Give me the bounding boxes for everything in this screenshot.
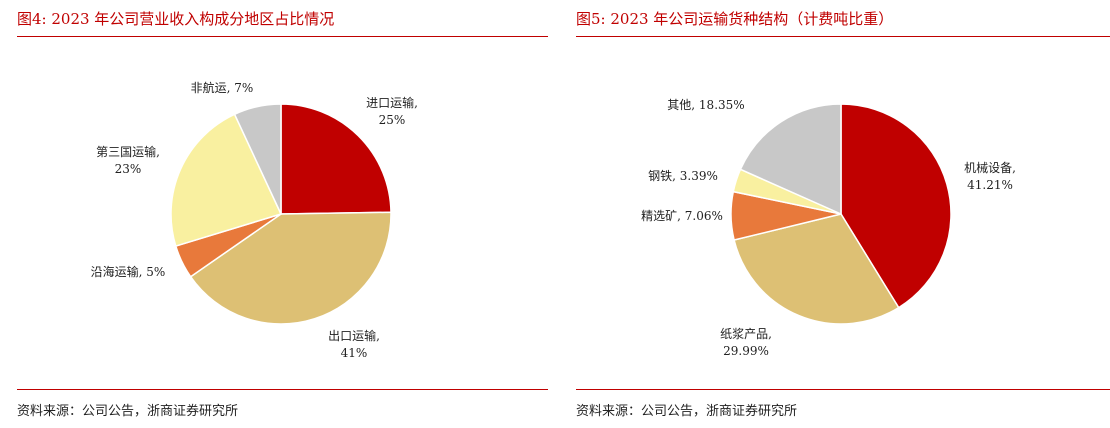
pie-slice-4-0 <box>280 103 392 215</box>
figure-5-panel: 图5: 2023 年公司运输货种结构（计费吨比重） 机械设备, 41.21% 纸浆产… <box>576 0 1110 428</box>
pie-label-4-0: 进口运输, 25% <box>366 95 418 127</box>
pie-label-5-2: 精选矿, 7.06% <box>641 209 723 223</box>
figure-5-source: 资料来源：公司公告，浙商证券研究所 <box>576 404 798 419</box>
pie-label-5-3: 钢铁, 3.39% <box>648 169 718 183</box>
pie-slice-4-1 <box>189 211 392 325</box>
figure-5-title: 图5: 2023 年公司运输货种结构（计费吨比重） <box>576 10 894 28</box>
figure-5-bottom-rule <box>576 389 1110 390</box>
figure-4-top-rule <box>17 36 548 37</box>
pie-label-4-1: 出口运输, 41% <box>328 328 380 360</box>
figure-5-top-rule <box>576 36 1110 37</box>
figure-4-pie-chart: 进口运输, 25% 出口运输, 41% 沿海运输, 5% 第三国运输, 23% 非航运, 7% <box>91 80 418 360</box>
pie-slice-4-4 <box>233 103 282 215</box>
figure-4-bottom-rule <box>17 389 548 390</box>
figure-4-panel: 图4: 2023 年公司营业收入构成分地区占比情况 进口运输, 25% 出口运输, 4… <box>0 0 548 428</box>
pie-label-4-4: 非航运, 7% <box>191 80 254 95</box>
pie-slice-5-1 <box>733 213 900 325</box>
pie-slice-4-3 <box>170 113 283 247</box>
figure-5-pie-chart: 机械设备, 41.21% 纸浆产品, 29.99% 精选矿, 7.06% 钢铁, 3.39… <box>641 98 1016 358</box>
pie-label-5-4: 其他, 18.35% <box>667 98 744 112</box>
pie-label-5-1: 纸浆产品, 29.99% <box>720 326 772 358</box>
pie-label-4-2: 沿海运输, 5% <box>91 264 166 279</box>
pie-slice-5-4 <box>739 103 842 216</box>
pie-label-5-0: 机械设备, 41.21% <box>964 160 1016 192</box>
pie-label-4-3: 第三国运输, 23% <box>96 144 160 176</box>
pie-slice-5-0 <box>840 103 952 309</box>
figure-4-title: 图4: 2023 年公司营业收入构成分地区占比情况 <box>17 10 335 28</box>
figure-4-source: 资料来源：公司公告，浙商证券研究所 <box>17 404 239 419</box>
